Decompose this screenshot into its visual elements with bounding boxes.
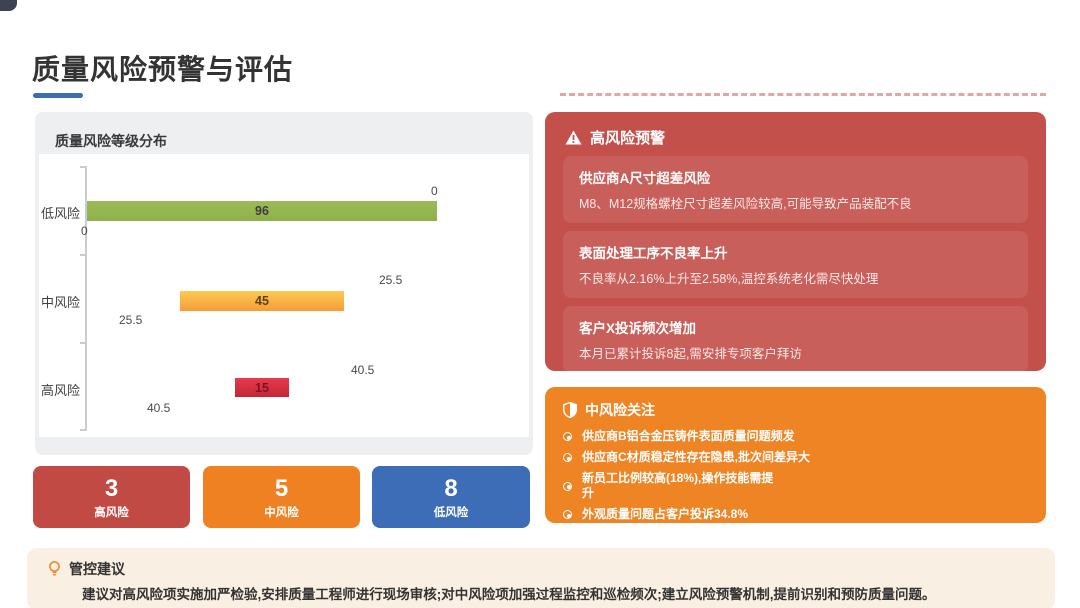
axis-tick: [80, 429, 86, 431]
low-risk-count-label: 低风险: [433, 507, 469, 520]
medium-risk-count-card: 5 中风险: [203, 466, 360, 528]
advice-body: 建议对高风险项实施加严检验,安排质量工程师进行现场审核;对中风险项加强过程监控和…: [82, 587, 936, 602]
high-risk-item: 客户X投诉频次增加 本月已累计投诉8起,需安排专项客户拜访: [563, 306, 1028, 373]
bar-high-risk: 15: [234, 378, 290, 397]
bar-start-label: 0: [81, 224, 88, 238]
medium-risk-item: 供应商C材质稳定性存在隐患,批次间差异大: [563, 450, 1028, 465]
high-risk-panel-title: 高风险预警: [590, 130, 666, 147]
bar-medium-risk: 45: [179, 291, 345, 311]
ring-bullet-icon: [563, 432, 572, 441]
category-label-medium: 中风险: [40, 295, 80, 310]
high-risk-item: 表面处理工序不良率上升 不良率从2.16%上升至2.58%,温控系统老化需尽快处…: [563, 231, 1028, 298]
high-risk-count-card: 3 高风险: [33, 466, 190, 528]
ring-bullet-icon: [563, 453, 572, 462]
risk-item-title: 供应商A尺寸超差风险: [579, 171, 711, 186]
category-label-low: 低风险: [40, 206, 80, 221]
shield-icon: [563, 402, 577, 418]
high-risk-alert-panel: 高风险预警 供应商A尺寸超差风险 M8、M12规格螺栓尺寸超差风险较高,可能导致…: [545, 112, 1046, 373]
bar-end-label: 40.5: [351, 363, 375, 377]
bar-end-label: 0: [431, 184, 438, 198]
medium-risk-attention-panel: 中风险关注 供应商B铝合金压铸件表面质量问题频发 供应商C材质稳定性存在隐患,批…: [545, 387, 1046, 523]
axis-tick: [80, 166, 86, 168]
medium-risk-item: 新员工比例较高(18%),操作技能需提 升: [563, 471, 1028, 501]
low-risk-count-card: 8 低风险: [372, 466, 530, 528]
risk-item-desc: M8、M12规格螺栓尺寸超差风险较高,可能导致产品装配不良: [579, 197, 912, 211]
medium-risk-item: 外观质量问题占客户投诉34.8%: [563, 507, 1028, 522]
bar-low-risk: 96: [87, 201, 437, 221]
low-risk-count: 8: [444, 475, 458, 502]
risk-item-title: 客户X投诉频次增加: [579, 321, 697, 336]
ring-bullet-icon: [563, 510, 572, 519]
high-risk-count: 3: [104, 475, 119, 502]
advice-title: 管控建议: [69, 561, 125, 577]
medium-risk-item-text: 供应商B铝合金压铸件表面质量问题频发: [582, 429, 795, 443]
medium-risk-count-label: 中风险: [264, 507, 299, 520]
risk-item-desc: 本月已累计投诉8起,需安排专项客户拜访: [579, 347, 802, 361]
chart-title: 质量风险等级分布: [55, 133, 167, 149]
medium-risk-panel-title: 中风险关注: [585, 402, 655, 418]
medium-risk-item-text: 供应商C材质稳定性存在隐患,批次间差异大: [582, 450, 811, 464]
high-risk-item: 供应商A尺寸超差风险 M8、M12规格螺栓尺寸超差风险较高,可能导致产品装配不良: [563, 156, 1028, 223]
ring-bullet-icon: [563, 481, 572, 491]
bar-start-label: 25.5: [119, 313, 143, 327]
control-advice-bar: 管控建议 建议对高风险项实施加严检验,安排质量工程师进行现场审核;对中风险项加强…: [27, 548, 1055, 608]
risk-item-title: 表面处理工序不良率上升: [579, 246, 728, 261]
bar-start-label: 40.5: [147, 401, 171, 415]
medium-risk-count: 5: [274, 475, 289, 502]
page-title: 质量风险预警与评估: [32, 54, 294, 85]
axis-tick: [80, 254, 86, 256]
medium-risk-item-text: 外观质量问题占客户投诉34.8%: [582, 507, 749, 521]
decorative-dashed-line: [560, 93, 1046, 96]
lightbulb-icon: [48, 560, 61, 578]
high-risk-count-label: 高风险: [94, 507, 129, 520]
risk-item-desc: 不良率从2.16%上升至2.58%,温控系统老化需尽快处理: [579, 272, 879, 286]
title-underline: [33, 93, 83, 98]
axis-tick: [80, 342, 86, 344]
risk-distribution-chart: 低风险 中风险 高风险 96 45 15 0 0 25.5 25.5 40.5 …: [39, 154, 529, 437]
risk-distribution-panel: 质量风险等级分布 低风险 中风险 高风险 96 45 15 0 0 25.5 2…: [35, 112, 533, 455]
category-label-high: 高风险: [40, 383, 80, 398]
warning-triangle-icon: [565, 130, 582, 145]
y-axis-line: [85, 166, 87, 431]
bar-end-label: 25.5: [379, 273, 403, 287]
page-corner-mark: [0, 0, 17, 11]
medium-risk-item-text: 新员工比例较高(18%),操作技能需提 升: [582, 471, 774, 500]
medium-risk-item: 供应商B铝合金压铸件表面质量问题频发: [563, 429, 1028, 444]
